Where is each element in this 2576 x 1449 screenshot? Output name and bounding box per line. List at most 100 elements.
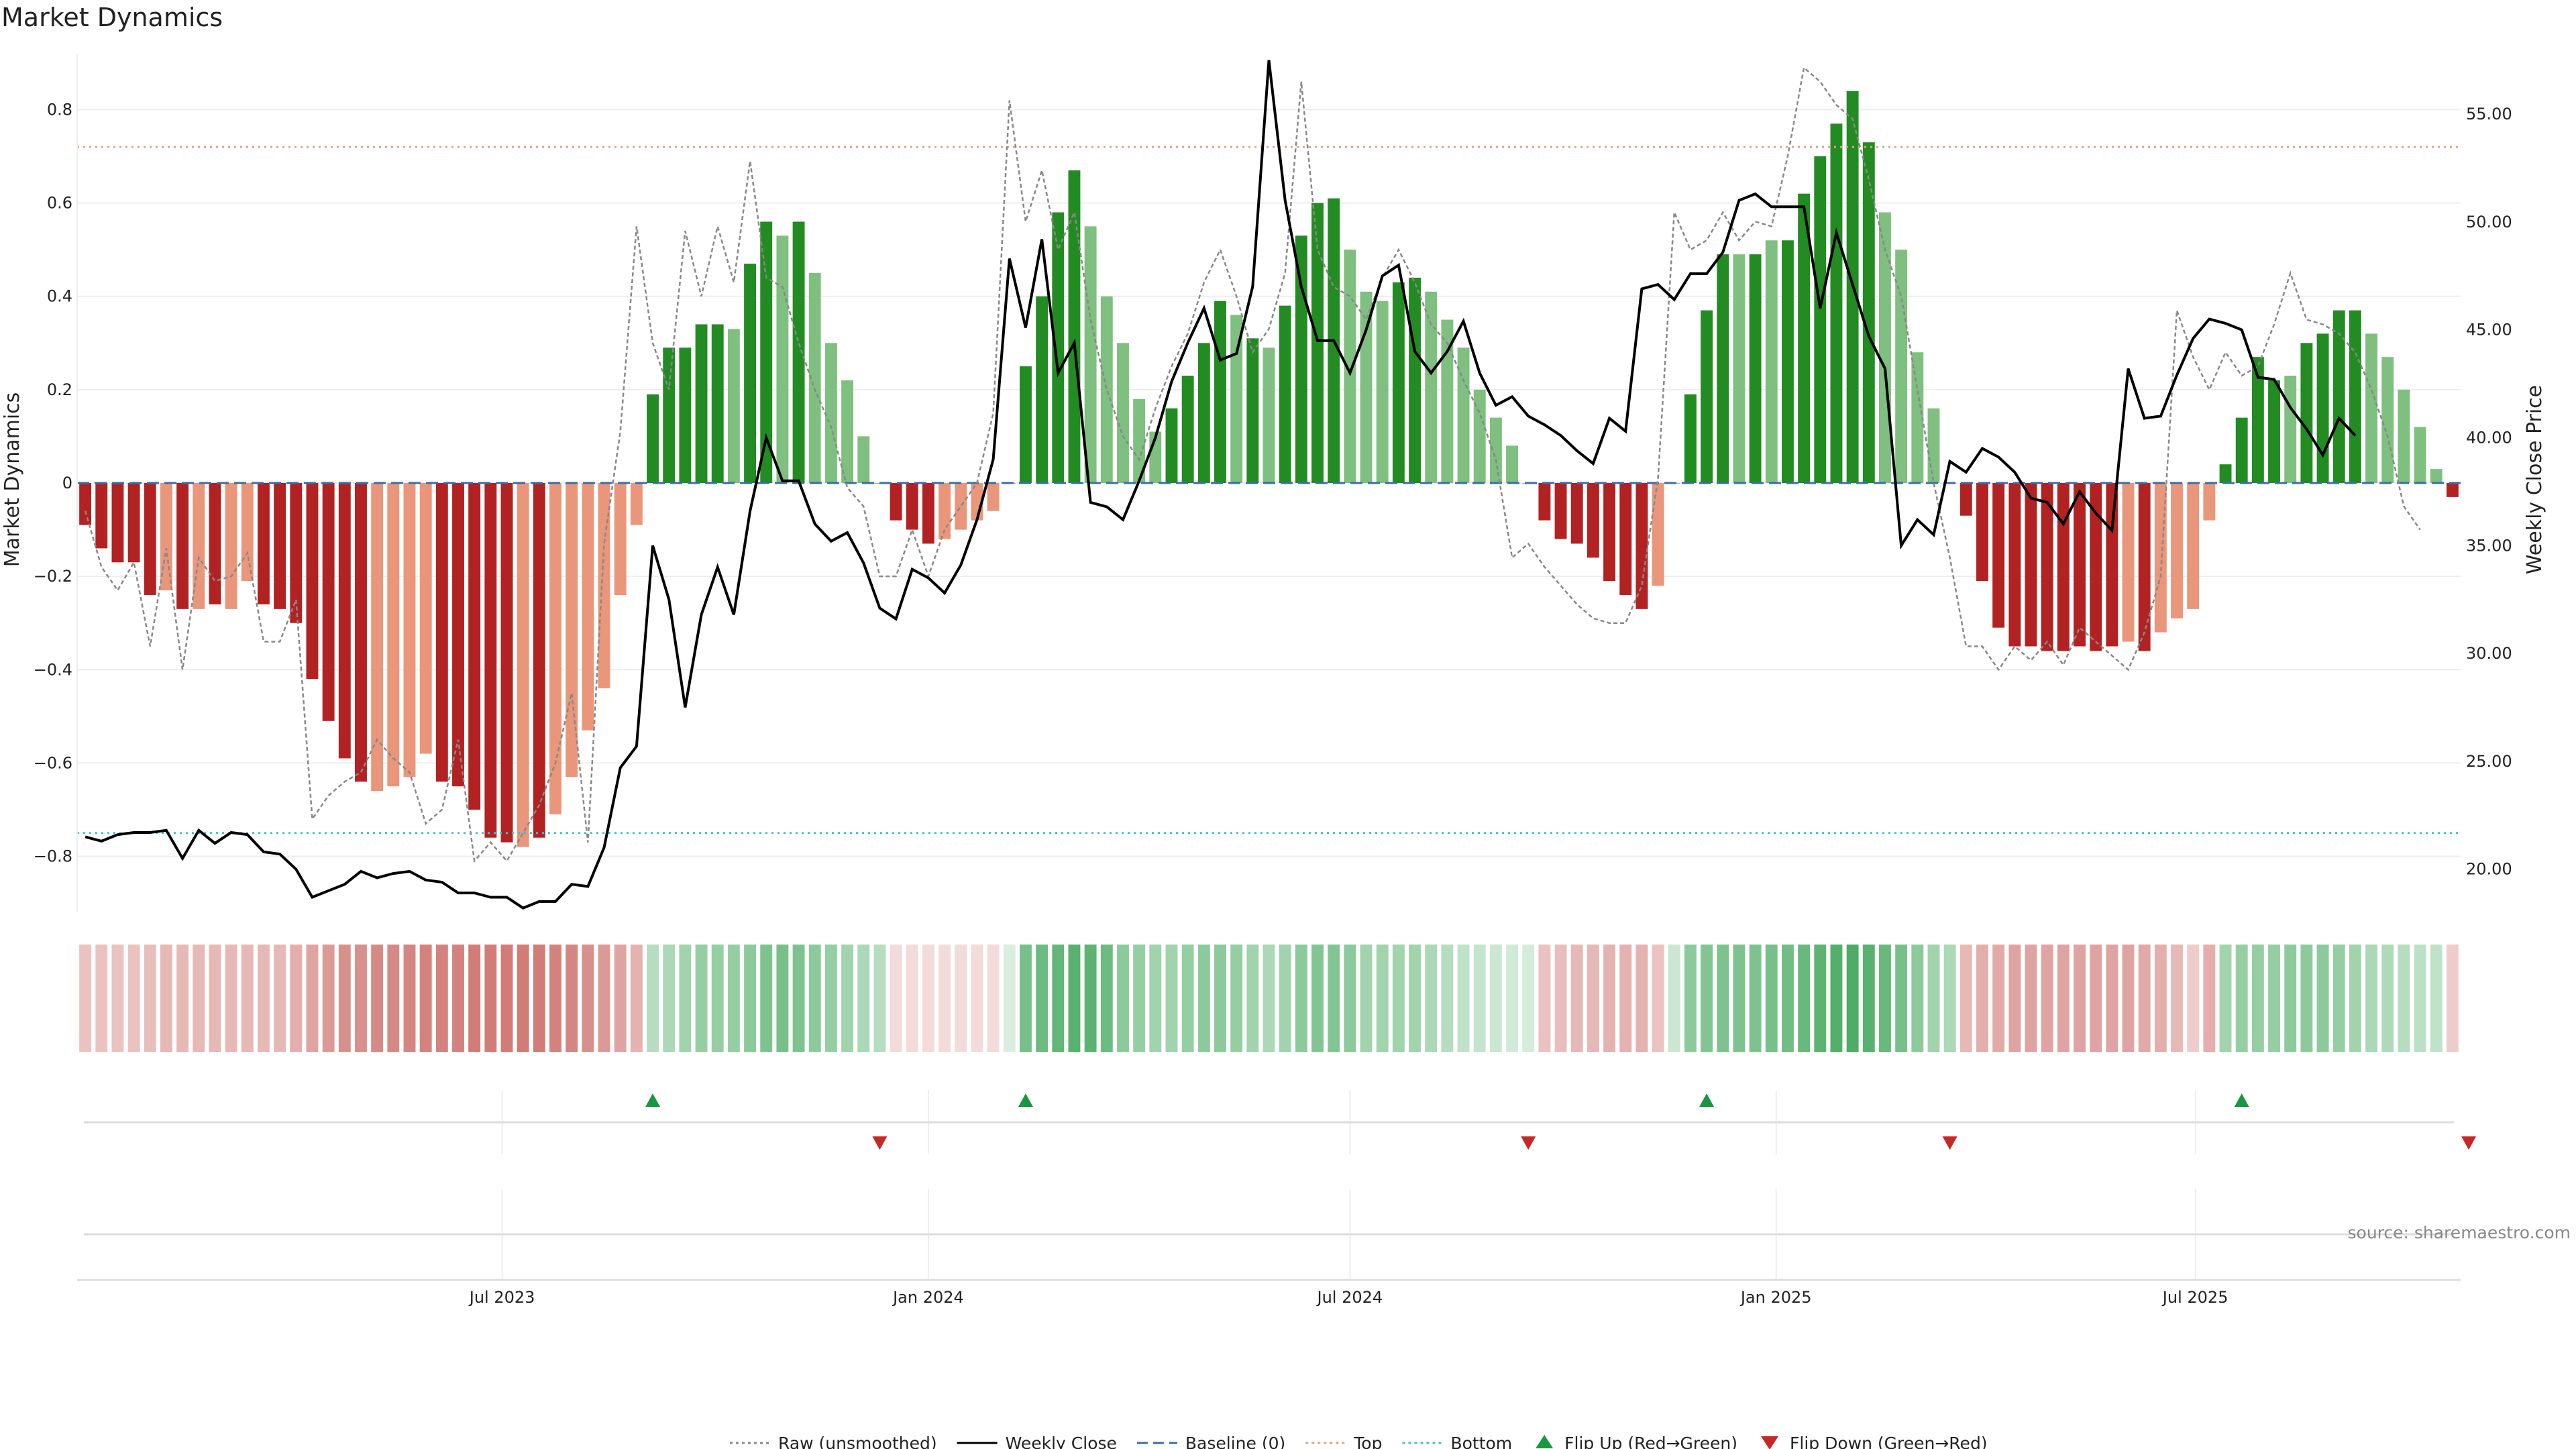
y-left-tick-label: 0.4 [47, 287, 72, 306]
dynamics-bar [144, 483, 156, 595]
y-right-tick-label: 40.00 [2466, 428, 2512, 447]
regime-strip-cell [1165, 945, 1178, 1052]
dynamics-bar [2235, 417, 2248, 483]
dynamics-bar [2203, 483, 2216, 521]
dynamics-bar [1506, 445, 1518, 483]
regime-strip-cell [1473, 945, 1486, 1052]
regime-strip-cell [890, 945, 902, 1052]
dynamics-bar [760, 221, 773, 483]
dynamics-bar [2106, 483, 2118, 647]
regime-strip-cell [1052, 945, 1065, 1052]
dynamics-bar [1570, 483, 1583, 544]
regime-strip-cell [1360, 945, 1373, 1052]
regime-strip-cell [1652, 945, 1664, 1052]
dynamics-bar [1538, 483, 1551, 521]
regime-strip-cell [679, 945, 692, 1052]
dynamics-bar [1603, 483, 1616, 582]
y-left-tick-label: 0.6 [47, 194, 72, 213]
y-left-tick-label: 0.2 [47, 380, 72, 399]
regime-strip-cell [241, 945, 254, 1052]
legend-label: Flip Down (Green→Red) [1790, 1434, 1988, 1449]
dynamics-bar [1165, 408, 1178, 483]
dynamics-bar [322, 483, 335, 721]
regime-strip-cell [1246, 945, 1259, 1052]
dynamics-bar [2057, 483, 2070, 651]
regime-strip-cell [727, 945, 740, 1052]
regime-strip-cell [209, 945, 221, 1052]
legend-label: Baseline (0) [1185, 1434, 1285, 1449]
legend-swatch [1536, 1435, 1554, 1448]
regime-strip-cell [1020, 945, 1032, 1052]
legend-label: Raw (unsmoothed) [778, 1434, 937, 1449]
dynamics-bar [1052, 212, 1065, 483]
dynamics-bar [1246, 338, 1259, 483]
dynamics-bar [1554, 483, 1567, 539]
dynamics-bar [338, 483, 351, 759]
dynamics-bar [1927, 408, 1940, 483]
dynamics-bar [371, 483, 384, 792]
dynamics-bar [711, 324, 724, 483]
dynamics-bar [1457, 347, 1470, 483]
regime-strip-cell [2398, 945, 2410, 1052]
y-right-tick-label: 55.00 [2466, 105, 2512, 123]
regime-strip-cell [2268, 945, 2280, 1052]
y-left-tick-label: −0.8 [34, 847, 72, 866]
dynamics-bar [582, 483, 594, 731]
dynamics-bar [306, 483, 319, 680]
dynamics-bar [2025, 483, 2037, 647]
dynamics-bar [1344, 250, 1356, 483]
dynamics-bar [663, 347, 676, 483]
regime-strip-cell [1603, 945, 1616, 1052]
raw-line [84, 66, 2421, 863]
x-tick-label: Jan 2025 [1739, 1288, 1812, 1307]
regime-strip-cell [1717, 945, 1729, 1052]
regime-strip-cell [1749, 945, 1762, 1052]
regime-strip-cell [2284, 945, 2297, 1052]
x-tick-label: Jul 2023 [468, 1288, 535, 1307]
regime-strip-cell [500, 945, 513, 1052]
regime-strip-cell [2154, 945, 2167, 1052]
dynamics-bar [2041, 483, 2053, 651]
dynamics-bar [2300, 343, 2313, 483]
dynamics-bar [1895, 250, 1908, 483]
dynamics-bar [1392, 282, 1405, 483]
regime-strip-cell [1570, 945, 1583, 1052]
dynamics-bar [2414, 427, 2426, 483]
legend-item: Bottom [1402, 1434, 1512, 1449]
regime-strip-cell [971, 945, 983, 1052]
dynamics-bar [2122, 483, 2135, 642]
regime-strip [79, 945, 2459, 1052]
dynamics-bar [533, 483, 545, 838]
dynamics-bar [2316, 333, 2329, 483]
dynamics-bar [1765, 240, 1778, 483]
dynamics-bar [549, 483, 561, 814]
dynamics-bar [1068, 170, 1081, 484]
axes: 0.8 0.6 0.4 0.2 0 −0.2 −0.4 −0.6 −0.8 55.00 50.00 4… [34, 54, 2512, 912]
regime-strip-cell [1911, 945, 1924, 1052]
regime-strip-cell [2414, 945, 2426, 1052]
dynamics-bar [1862, 142, 1875, 483]
dynamics-bar [2219, 464, 2232, 483]
regime-strip-cell [2235, 945, 2248, 1052]
flip-down-marker [1942, 1136, 1957, 1150]
regime-strip-cell [1295, 945, 1307, 1052]
regime-strip-cell [2025, 945, 2037, 1052]
regime-strip-cell [2219, 945, 2232, 1052]
regime-strip-cell [2090, 945, 2102, 1052]
dynamics-bar [1635, 483, 1648, 609]
regime-strip-cell [1197, 945, 1210, 1052]
dynamics-bar [290, 483, 303, 623]
dynamics-bar [2381, 357, 2394, 483]
regime-strip-cell [144, 945, 156, 1052]
x-tick-label: Jul 2024 [1316, 1288, 1383, 1307]
regime-strip-cell [403, 945, 416, 1052]
regime-strip-cell [1068, 945, 1081, 1052]
dynamics-bar [1976, 483, 1988, 582]
regime-strip-cell [647, 945, 659, 1052]
dynamics-bar [209, 483, 221, 604]
dynamics-bar [1733, 254, 1746, 483]
legend-label: Top [1353, 1434, 1382, 1449]
regime-strip-cell [1506, 945, 1518, 1052]
regime-strip-cell [2349, 945, 2361, 1052]
